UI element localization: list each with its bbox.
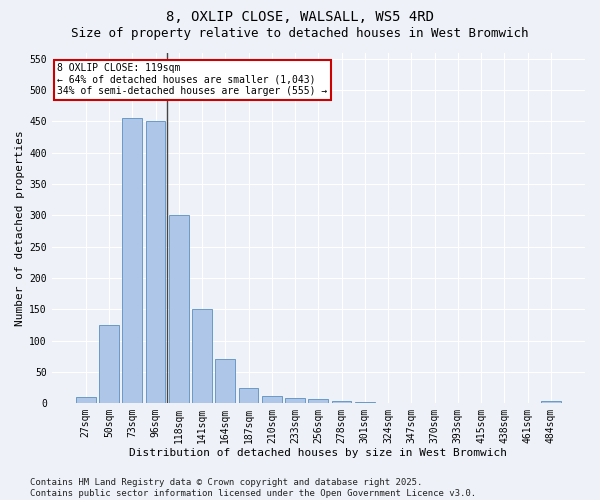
- X-axis label: Distribution of detached houses by size in West Bromwich: Distribution of detached houses by size …: [130, 448, 508, 458]
- Bar: [425, 402, 445, 403]
- Bar: [332, 400, 352, 403]
- Bar: [122, 118, 142, 403]
- Bar: [308, 400, 328, 403]
- Bar: [76, 397, 95, 403]
- Bar: [169, 216, 188, 403]
- Bar: [262, 396, 282, 403]
- Bar: [355, 402, 375, 403]
- Text: Size of property relative to detached houses in West Bromwich: Size of property relative to detached ho…: [71, 28, 529, 40]
- Bar: [285, 398, 305, 403]
- Y-axis label: Number of detached properties: Number of detached properties: [15, 130, 25, 326]
- Text: 8 OXLIP CLOSE: 119sqm
← 64% of detached houses are smaller (1,043)
34% of semi-d: 8 OXLIP CLOSE: 119sqm ← 64% of detached …: [57, 63, 327, 96]
- Bar: [146, 122, 166, 403]
- Bar: [239, 388, 259, 403]
- Bar: [99, 325, 119, 403]
- Text: Contains HM Land Registry data © Crown copyright and database right 2025.
Contai: Contains HM Land Registry data © Crown c…: [30, 478, 476, 498]
- Bar: [215, 360, 235, 403]
- Bar: [378, 402, 398, 403]
- Bar: [192, 310, 212, 403]
- Bar: [541, 400, 561, 403]
- Text: 8, OXLIP CLOSE, WALSALL, WS5 4RD: 8, OXLIP CLOSE, WALSALL, WS5 4RD: [166, 10, 434, 24]
